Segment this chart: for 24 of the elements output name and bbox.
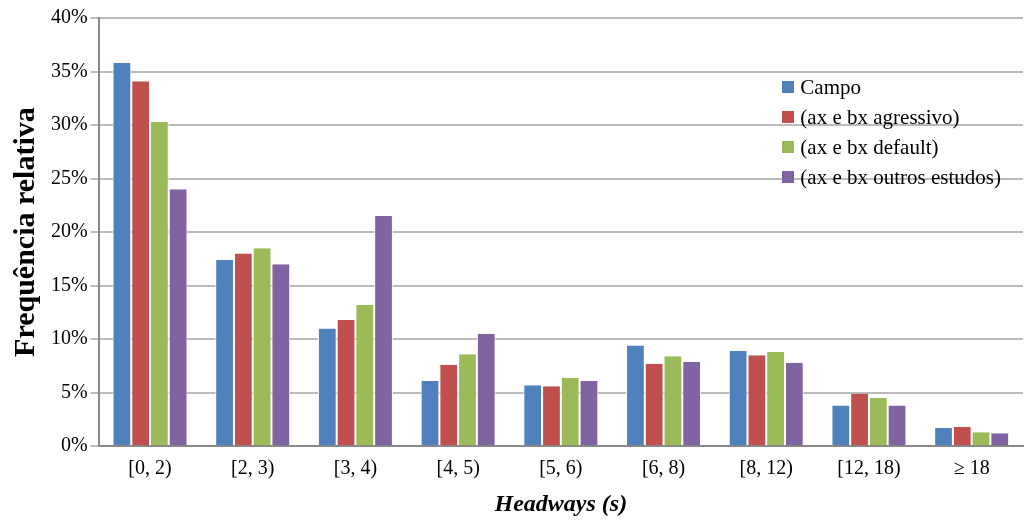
y-tick-label: 10% xyxy=(50,326,88,349)
x-tick-label: [4, 5) xyxy=(436,456,480,480)
x-tick-label: [2, 3) xyxy=(231,456,275,480)
x-tick-label: [8, 12) xyxy=(739,456,793,480)
y-tick-label: 35% xyxy=(50,58,88,81)
y-tick-label: 25% xyxy=(50,165,88,188)
y-tick-label: 15% xyxy=(50,272,88,295)
legend-label: Campo xyxy=(800,74,862,101)
y-tick-label: 30% xyxy=(50,112,88,135)
legend-label: (ax e bx outros estudos) xyxy=(800,164,1001,191)
y-tick-label: 5% xyxy=(60,379,88,402)
y-tick-label: 0% xyxy=(60,433,88,456)
x-tick-label: [3, 4) xyxy=(333,456,378,480)
legend-label: (ax e bx default) xyxy=(800,134,939,161)
x-axis-title: Headways (s) xyxy=(493,489,628,516)
y-tick-label: 20% xyxy=(50,219,88,242)
x-tick-label: [6, 8) xyxy=(641,456,686,480)
y-tick-label: 40% xyxy=(50,5,88,28)
legend-label: (ax e bx agressivo) xyxy=(800,104,960,131)
x-tick-label: [5, 6) xyxy=(539,456,583,480)
x-tick-label: ≥ 18 xyxy=(953,456,990,479)
x-tick-label: [0, 2) xyxy=(128,456,172,480)
x-tick-label: [12, 18) xyxy=(837,456,901,480)
y-axis-title: Frequência relativa xyxy=(6,107,40,357)
